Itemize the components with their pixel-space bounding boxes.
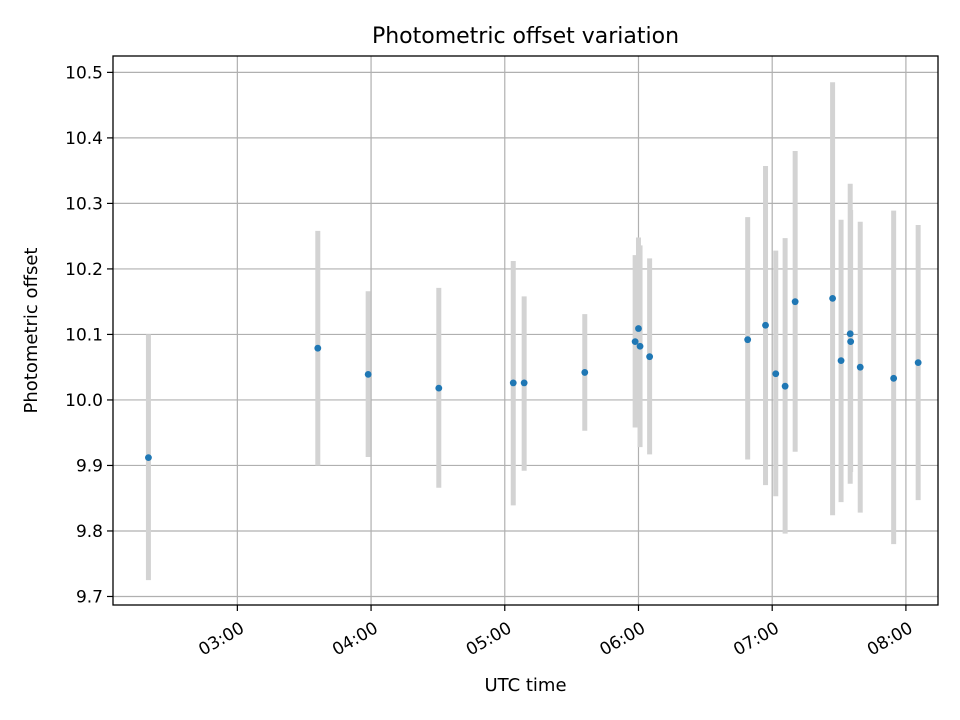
data-point [772,370,780,378]
data-point [145,454,152,461]
data-point [846,330,854,338]
data-point [914,359,922,367]
data-point [791,298,799,306]
y-axis-ticks: 9.7 9.8 9.9 10.0 10.1 10.2 10.3 10.4 10.5 [65,63,113,607]
data-point [744,336,752,344]
y-tick-label: 9.8 [76,522,103,542]
y-tick-label: 10.1 [65,325,103,345]
y-tick-label: 10.0 [65,391,103,411]
data-point [646,353,654,361]
x-axis-label: UTC time [484,675,566,696]
data-point [762,321,769,329]
data-point [435,384,443,392]
plot-frame [112,55,939,606]
chart-title: Photometric offset variation [372,24,679,49]
data-point [581,369,589,376]
data-point [636,342,644,350]
data-point [890,374,898,382]
y-tick-label: 10.2 [65,260,103,280]
y-tick-label: 10.4 [65,129,103,149]
y-tick-label: 10.3 [65,194,103,214]
y-axis-label: Photometric offset [21,248,42,414]
data-point [856,363,864,371]
grid [113,56,938,605]
y-tick-label: 10.5 [65,63,103,83]
data-point [364,370,372,378]
data-point [631,338,639,346]
data-point [314,344,322,352]
data-point [837,357,845,365]
data-point [509,379,517,387]
y-tick-label: 9.7 [76,587,103,607]
data-point [635,325,642,332]
data-point [781,382,789,390]
y-tick-label: 9.9 [76,456,103,476]
data-point [847,338,855,346]
data-point [520,379,528,387]
data-point [829,294,836,302]
data-points [145,294,922,461]
